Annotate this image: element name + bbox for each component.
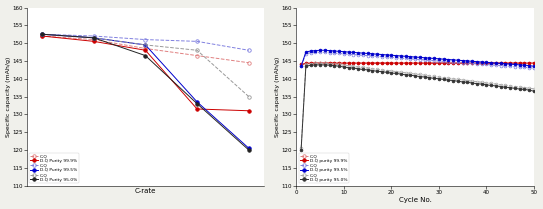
X-axis label: Cycle No.: Cycle No. <box>399 198 432 203</box>
X-axis label: C-rate: C-rate <box>135 188 156 194</box>
Legend: C.Q, D.Q Purity 99.9%, C.Q, D.Q Purity 99.5%, C.Q, D.Q Purity 95.0%: C.Q, D.Q Purity 99.9%, C.Q, D.Q Purity 9… <box>29 153 79 183</box>
Y-axis label: Specific capacity (mAh/g): Specific capacity (mAh/g) <box>5 56 10 137</box>
Y-axis label: Specific capacity (mAh/g): Specific capacity (mAh/g) <box>275 56 280 137</box>
Legend: C.Q, D.Q purity 99.9%, C.Q, D.Q purity 99.5%, C.Q, D.Q purity 95.0%: C.Q, D.Q purity 99.9%, C.Q, D.Q purity 9… <box>299 153 349 183</box>
